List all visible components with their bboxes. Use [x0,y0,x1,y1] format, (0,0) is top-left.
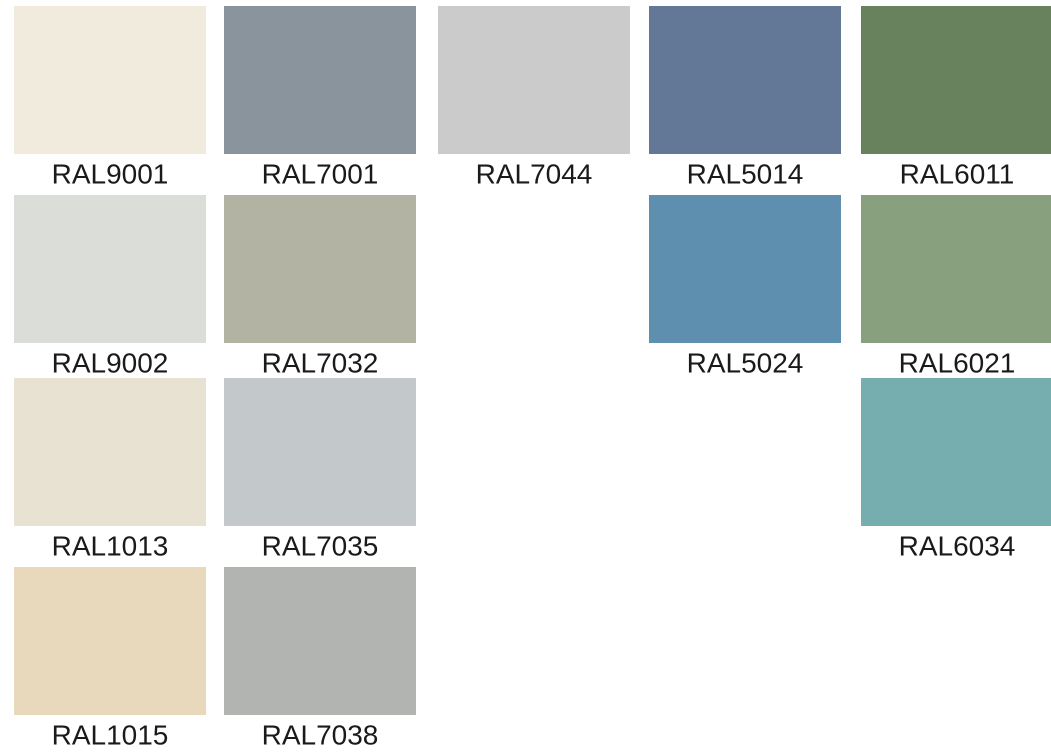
color-swatch [14,6,206,154]
swatch-label: RAL9001 [52,158,169,189]
swatch-label: RAL6034 [899,530,1016,561]
color-swatch [224,195,416,343]
swatch-label: RAL9002 [52,347,169,378]
color-swatch [224,6,416,154]
swatch-label: RAL7044 [476,158,593,189]
swatch-label: RAL1013 [52,530,169,561]
color-swatch [14,567,206,715]
color-swatch [224,567,416,715]
swatch-label: RAL6021 [899,347,1016,378]
swatch-label: RAL7001 [262,158,379,189]
color-swatch [438,6,630,154]
swatch-label: RAL6011 [900,158,1015,189]
color-swatch [861,6,1051,154]
color-swatch [14,378,206,526]
swatch-label: RAL7035 [262,530,379,561]
swatch-label: RAL1015 [52,719,169,750]
color-swatch [861,195,1051,343]
swatch-label: RAL5014 [687,158,804,189]
swatch-label: RAL7032 [262,347,379,378]
swatch-label: RAL5024 [687,347,804,378]
color-swatch [224,378,416,526]
swatch-label: RAL7038 [262,719,379,750]
color-swatch [861,378,1051,526]
color-swatch [649,6,841,154]
color-swatch [649,195,841,343]
color-swatch [14,195,206,343]
